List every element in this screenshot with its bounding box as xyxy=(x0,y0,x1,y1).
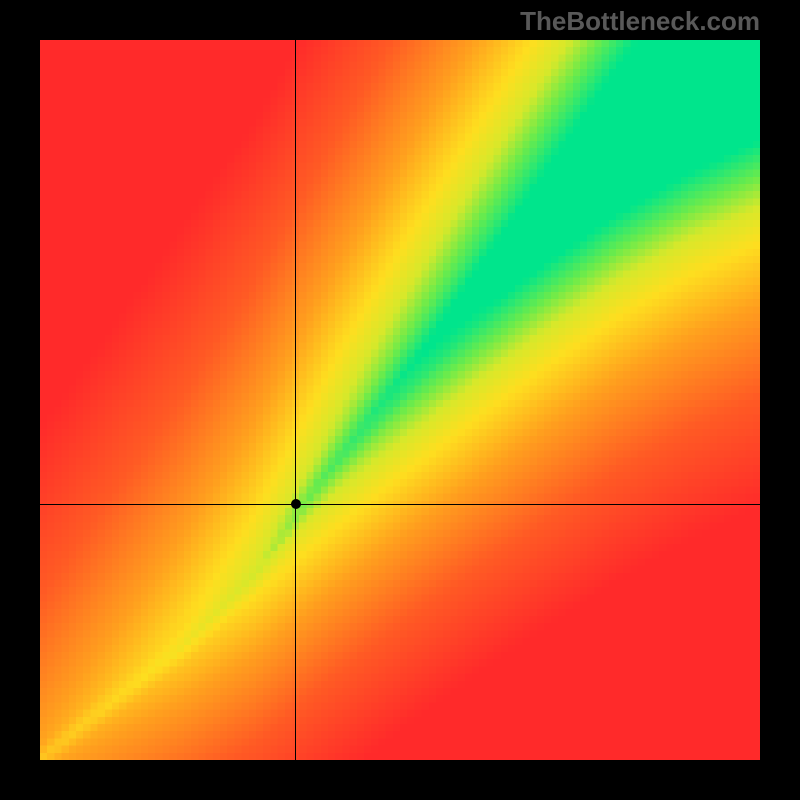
crosshair-horizontal xyxy=(40,504,760,505)
watermark-text: TheBottleneck.com xyxy=(520,6,760,37)
heatmap-canvas xyxy=(40,40,760,760)
plot-area xyxy=(40,40,760,760)
chart-container: TheBottleneck.com xyxy=(0,0,800,800)
crosshair-vertical xyxy=(295,40,296,760)
crosshair-marker xyxy=(291,499,301,509)
